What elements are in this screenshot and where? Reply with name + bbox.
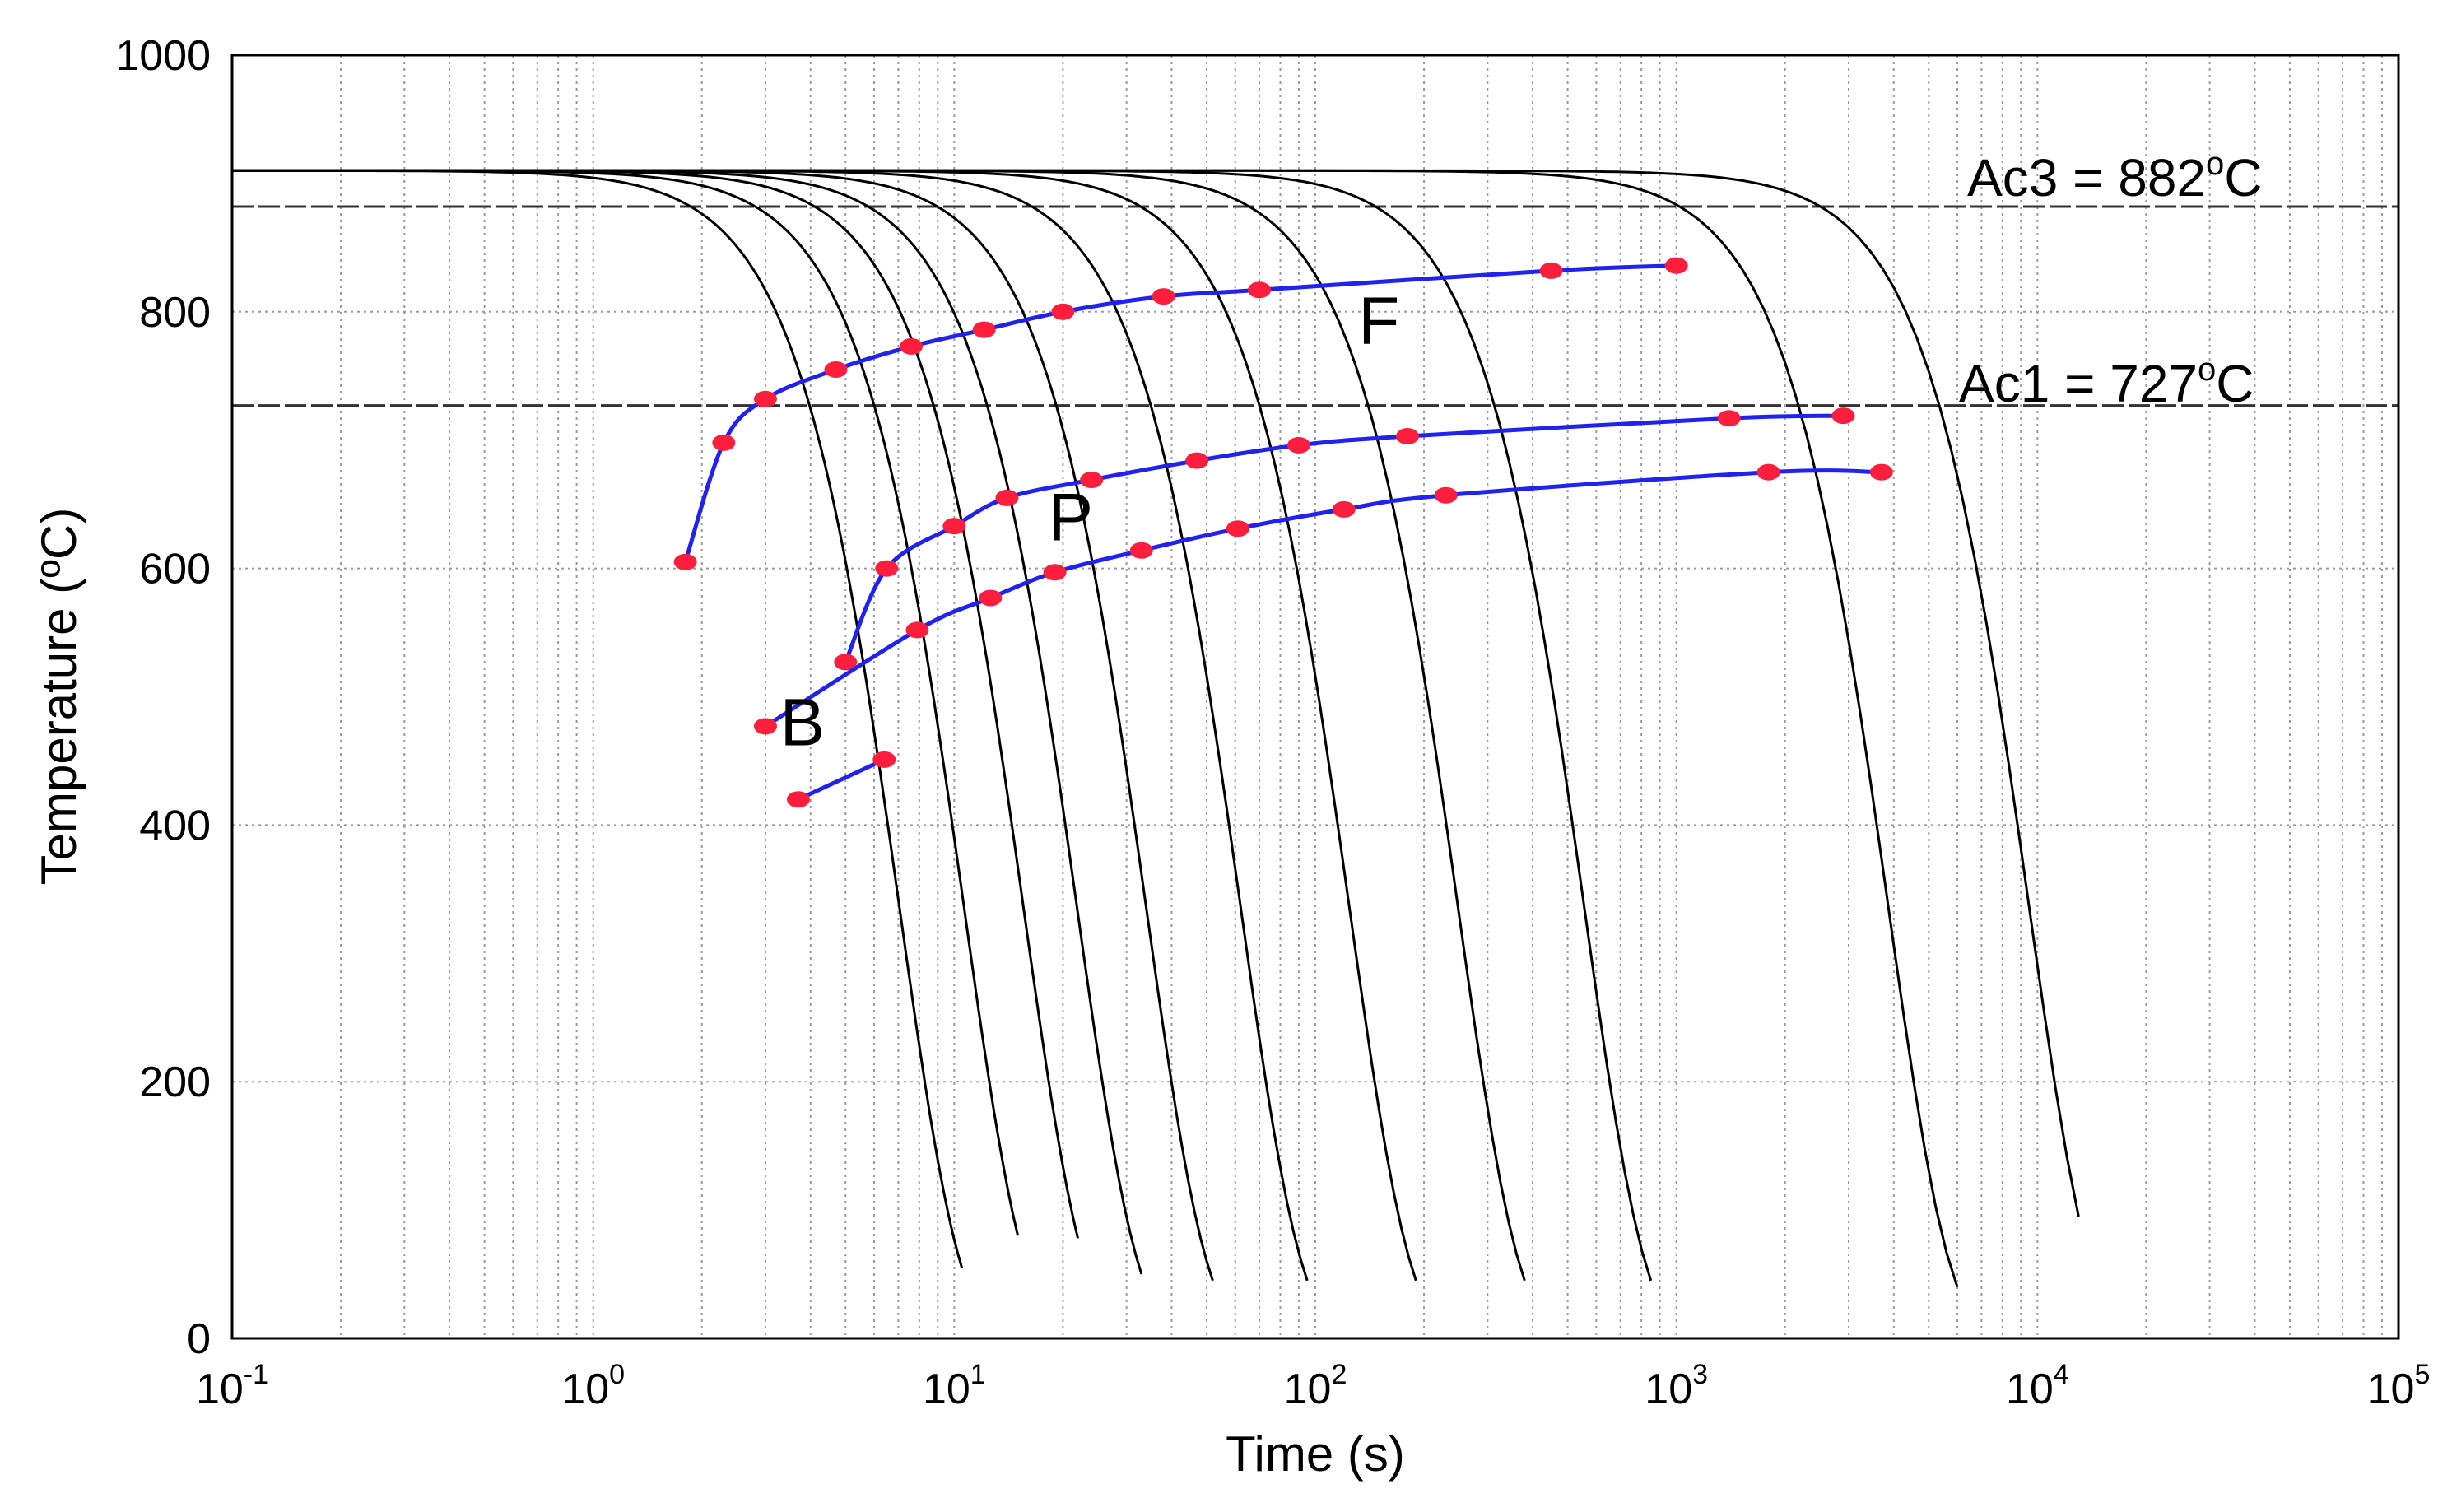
data-point <box>834 654 858 671</box>
grid <box>232 55 2398 1338</box>
data-point <box>753 718 777 735</box>
region-label-p: P <box>1048 480 1093 555</box>
x-tick-base: 10 <box>2367 1365 2415 1413</box>
x-tick-exponent: 0 <box>609 1359 625 1390</box>
data-point <box>905 621 929 639</box>
x-tick-base: 10 <box>2006 1365 2054 1413</box>
data-point <box>972 321 996 338</box>
x-tick-label: 100 <box>561 1359 625 1413</box>
data-point <box>1831 407 1855 425</box>
data-point <box>1664 257 1688 274</box>
cooling-curves <box>232 169 2080 1288</box>
data-point <box>1286 436 1310 454</box>
data-point <box>995 489 1019 506</box>
reference-label-ac1: Ac1 = 727oC <box>1959 351 2254 413</box>
y-tick-label: 800 <box>139 289 211 337</box>
x-tick-base: 10 <box>561 1365 609 1413</box>
x-axis-title: Time (s) <box>1226 1426 1405 1482</box>
y-axis-title: Temperature (ºC) <box>31 508 86 886</box>
data-point <box>1152 288 1175 305</box>
y-tick-label: 200 <box>139 1058 211 1106</box>
x-tick-label: 10-1 <box>196 1359 268 1413</box>
reference-label-unit: C <box>2216 354 2254 413</box>
data-point <box>1395 428 1419 445</box>
plot-frame <box>230 54 2400 1340</box>
data-point <box>1129 542 1153 559</box>
data-point <box>875 560 899 577</box>
data-point <box>786 791 810 808</box>
data-point <box>1051 303 1075 320</box>
data-point <box>1539 262 1563 279</box>
x-tick-exponent: -1 <box>244 1359 268 1390</box>
data-point <box>753 390 777 407</box>
x-tick-base: 10 <box>196 1365 244 1413</box>
data-point <box>872 751 896 768</box>
x-tick-exponent: 4 <box>2054 1359 2069 1390</box>
cooling-curve <box>232 169 2080 1217</box>
data-point <box>712 434 736 451</box>
reference-label-value: Ac3 = 882 <box>1967 148 2206 207</box>
data-point <box>1185 452 1209 469</box>
data-point <box>1717 410 1741 427</box>
data-point <box>1434 486 1458 504</box>
transformation-lines <box>673 257 1893 808</box>
data-point <box>979 589 1003 607</box>
data-point <box>900 337 924 355</box>
x-tick-exponent: 5 <box>2414 1359 2430 1390</box>
x-tick-label: 105 <box>2367 1359 2431 1413</box>
data-point <box>1869 463 1893 481</box>
region-label-b: B <box>780 686 826 761</box>
x-tick-label: 104 <box>2006 1359 2069 1413</box>
data-point <box>673 553 697 570</box>
x-tick-exponent: 2 <box>1331 1359 1347 1390</box>
reference-label-value: Ac1 = 727 <box>1959 354 2198 413</box>
reference-label-degree: o <box>2206 146 2224 182</box>
series-line-bainite-finish <box>797 757 886 802</box>
x-tick-label: 102 <box>1284 1359 1347 1413</box>
y-tick-label: 400 <box>139 802 211 849</box>
x-tick-exponent: 3 <box>1692 1359 1708 1390</box>
data-point <box>1756 463 1780 481</box>
reference-label-degree: o <box>2198 351 2216 388</box>
data-point <box>1043 564 1067 581</box>
y-tick-label: 0 <box>187 1315 211 1363</box>
reference-lines <box>232 205 2398 407</box>
data-point <box>1248 281 1272 299</box>
x-tick-base: 10 <box>923 1365 970 1413</box>
region-label-f: F <box>1358 284 1399 359</box>
data-point <box>1080 472 1104 489</box>
x-tick-exponent: 1 <box>970 1359 986 1390</box>
reference-label-ac3: Ac3 = 882oC <box>1967 146 2262 207</box>
data-point <box>1332 500 1356 518</box>
x-tick-label: 103 <box>1645 1359 1708 1413</box>
series-line-ferrite-start <box>683 263 1677 563</box>
y-tick-label: 1000 <box>115 32 211 80</box>
y-tick-label: 600 <box>139 546 211 593</box>
x-tick-base: 10 <box>1284 1365 1332 1413</box>
reference-label-unit: C <box>2224 148 2262 207</box>
data-point <box>942 518 966 535</box>
data-point <box>824 361 848 378</box>
x-tick-base: 10 <box>1645 1365 1692 1413</box>
x-tick-label: 101 <box>923 1359 986 1413</box>
data-point <box>1226 520 1249 537</box>
